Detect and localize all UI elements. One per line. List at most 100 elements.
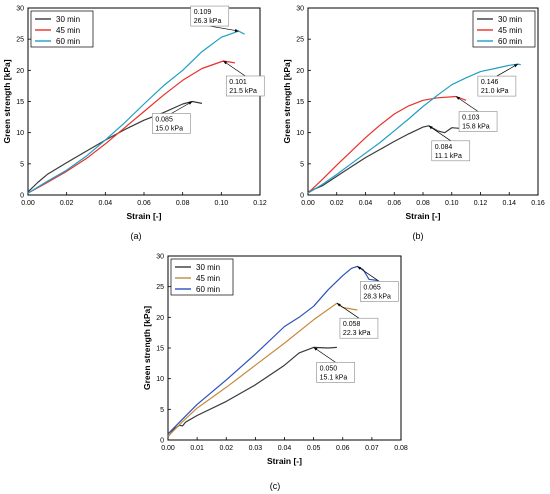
series-line-2 [307,95,467,194]
annotation-arrowhead [234,28,239,32]
legend-entry: 30 min [56,15,80,24]
y-tick-label: 5 [160,407,164,414]
legend-entry: 60 min [56,37,80,46]
y-tick-label: 15 [296,99,304,106]
x-tick-label: 0.10 [215,200,229,207]
x-axis-label: Strain [-] [406,211,441,221]
x-tick-label: 0.03 [249,445,263,452]
y-tick-label: 5 [20,161,24,168]
annotation-1: 0.146 21.0 kPa [477,63,519,97]
annotation-arrowhead [223,61,228,65]
annotation-arrowhead [313,347,318,351]
annotation-text: 0.065 [363,284,381,291]
annotation-arrow [223,60,246,77]
annotation-box [152,113,191,134]
annotation-text: 21.0 kPa [481,88,509,95]
y-tick-label: 0 [300,193,304,200]
x-tick-label: 0.02 [60,200,74,207]
x-tick-label: 0.04 [278,445,292,452]
annotation-text: 15.1 kPa [320,374,348,381]
y-tick-label: 15 [156,346,164,353]
legend-entry: 60 min [498,37,522,46]
series-line-1 [27,100,203,193]
x-tick-label: 0.14 [502,200,516,207]
y-tick-label: 10 [16,130,24,137]
annotation-box [190,5,230,27]
annotation-arrowhead [188,101,193,105]
panel-label: (b) [413,231,424,241]
y-axis-label: Green strength [kPa] [142,306,152,390]
panel-label: (c) [270,481,281,491]
annotation-arrowhead [513,64,518,68]
x-tick-label: 0.08 [416,200,430,207]
x-tick-label: 0.05 [307,445,321,452]
annotation-text: 28.3 kPa [363,293,391,300]
x-tick-label: 0.08 [394,445,408,452]
y-tick-label: 15 [16,99,24,106]
x-tick-label: 0.01 [190,445,204,452]
annotation-arrowhead [357,266,362,270]
annotation-text: 21.5 kPa [229,88,257,95]
annotation-3: 0.085 15.0 kPa [152,101,193,134]
legend-entry: 60 min [196,285,220,294]
x-tick-label: 0.16 [531,200,545,207]
x-axis-label: Strain [-] [127,211,162,221]
annotation-box [477,75,517,97]
y-tick-label: 30 [296,6,304,13]
x-tick-label: 0.12 [474,200,488,207]
y-tick-label: 0 [160,438,164,445]
annotation-text: 26.3 kPa [194,18,222,25]
annotation-arrow [496,63,519,77]
x-axis-label: Strain [-] [267,456,302,466]
y-tick-label: 10 [296,130,304,137]
chart-panel-3: 0.00 0.01 0.02 0.03 0.04 0.05 0.06 0.07 0.08 0 5 10… [142,254,408,492]
annotation-text: 0.050 [320,365,338,372]
annotation-1: 0.065 28.3 kPa [357,266,399,302]
x-tick-label: 0.06 [137,200,151,207]
annotation-text: 0.103 [462,115,480,122]
annotation-text: 15.8 kPa [462,124,490,131]
y-axis-label: Green strength [kPa] [2,59,12,143]
legend-entry: 45 min [56,26,80,35]
annotation-text: 11.1 kPa [435,153,462,160]
y-tick-label: 30 [156,254,164,261]
y-tick-label: 10 [156,376,164,383]
annotation-2: 0.101 21.5 kPa [223,60,265,97]
x-tick-label: 0.00 [161,445,175,452]
annotation-2: 0.058 22.3 kPa [336,302,379,339]
annotation-box [360,281,399,302]
annotation-arrow [171,101,193,114]
series-line-3 [307,63,521,194]
annotation-arrow [336,302,360,319]
x-tick-label: 0.06 [336,445,350,452]
annotation-box [339,317,379,339]
annotation-box [316,362,355,383]
annotation-text: 0.084 [435,144,453,151]
legend-entry: 30 min [498,15,522,24]
y-tick-label: 25 [16,37,24,44]
x-tick-label: 0.02 [219,445,233,452]
annotation-3: 0.084 11.1 kPa [428,125,471,162]
legend-entry: 30 min [196,263,220,272]
annotation-box [458,111,498,132]
annotation-text: 0.146 [481,79,499,86]
legend: 30 min 45 min 60 min [170,258,234,296]
series-line-1 [307,125,459,193]
annotation-box [431,140,471,162]
x-tick-label: 0.04 [359,200,373,207]
annotation-arrowhead [336,303,341,307]
legend-box [30,10,94,48]
x-tick-label: 0.00 [21,200,35,207]
y-tick-label: 30 [16,6,24,13]
legend: 30 min 45 min 60 min [472,10,536,48]
x-tick-label: 0.04 [99,200,113,207]
y-tick-label: 5 [300,161,304,168]
y-tick-label: 20 [296,68,304,75]
y-tick-label: 25 [156,284,164,291]
legend-entry: 45 min [196,274,220,283]
y-tick-label: 20 [156,315,164,322]
x-tick-label: 0.06 [387,200,401,207]
annotation-text: 0.109 [194,9,212,16]
series-line-1 [167,346,337,438]
